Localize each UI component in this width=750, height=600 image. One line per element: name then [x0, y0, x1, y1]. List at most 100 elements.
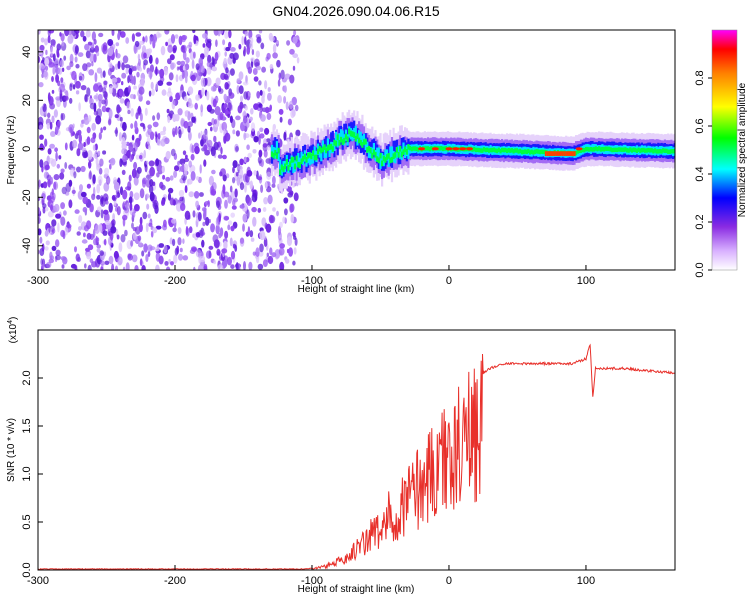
noise-blob: [124, 64, 131, 69]
x-tick-label: 100: [577, 275, 595, 287]
noise-blob: [222, 258, 228, 268]
noise-blob: [121, 81, 124, 86]
signal-cell: [287, 165, 290, 171]
noise-blob: [234, 188, 238, 198]
noise-blob: [53, 181, 57, 190]
noise-blob: [178, 66, 185, 71]
noise-blob: [210, 85, 217, 92]
noise-blob: [132, 232, 137, 241]
noise-blob: [172, 99, 177, 106]
noise-blob: [141, 250, 145, 257]
signal-cell: [645, 148, 648, 153]
noise-blob: [142, 179, 146, 188]
noise-blob: [227, 102, 232, 112]
noise-blob: [201, 239, 205, 248]
noise-blob: [269, 35, 275, 42]
noise-blob: [259, 230, 266, 241]
noise-blob: [76, 148, 81, 157]
signal-cell: [458, 147, 461, 152]
noise-blob: [148, 184, 154, 194]
noise-blob: [292, 260, 296, 266]
noise-blob: [262, 207, 267, 212]
noise-blob: [135, 154, 140, 160]
signal-cell: [430, 146, 433, 151]
noise-blob: [258, 30, 263, 34]
noise-blob: [38, 196, 41, 202]
noise-blob: [92, 84, 99, 92]
noise-blob: [161, 199, 166, 206]
noise-blob: [93, 153, 98, 159]
signal-cell: [497, 147, 500, 152]
noise-blob: [232, 177, 236, 184]
noise-blob: [132, 66, 137, 71]
noise-blob: [155, 158, 160, 167]
noise-blob: [206, 38, 212, 43]
noise-blob: [91, 193, 96, 201]
noise-blob: [288, 247, 293, 257]
noise-blob: [94, 72, 98, 83]
noise-blob: [39, 144, 45, 151]
signal-cell: [502, 148, 505, 153]
noise-blob: [215, 77, 221, 86]
noise-blob: [154, 204, 159, 214]
signal-cell: [279, 169, 282, 175]
signal-cell: [670, 149, 673, 154]
noise-blob: [124, 229, 128, 237]
noise-blob: [47, 35, 51, 44]
noise-blob: [187, 121, 193, 128]
noise-blob: [200, 65, 205, 74]
noise-blob: [236, 176, 240, 186]
noise-blob: [88, 69, 95, 76]
noise-blob: [86, 136, 91, 145]
signal-cell: [354, 125, 357, 138]
signal-cell: [581, 147, 584, 153]
noise-blob: [45, 207, 49, 212]
noise-blob: [147, 244, 153, 252]
signal-cell: [359, 139, 362, 146]
noise-blob: [255, 247, 260, 258]
signal-cell: [364, 138, 367, 145]
noise-blob: [258, 80, 262, 86]
noise-blob: [159, 181, 164, 189]
noise-blob: [267, 194, 273, 205]
noise-blob: [107, 39, 114, 46]
noise-blob: [232, 129, 236, 135]
noise-blob: [42, 203, 47, 209]
snr-line-clip: [38, 343, 675, 570]
noise-blob: [187, 111, 191, 121]
noise-blob: [272, 43, 277, 54]
noise-blob: [133, 45, 137, 55]
noise-blob: [184, 63, 190, 71]
noise-blob: [147, 213, 151, 219]
noise-blob: [163, 219, 167, 228]
noise-blob: [39, 236, 43, 244]
signal-cell: [621, 147, 624, 152]
signal-cell: [515, 148, 518, 153]
noise-blob: [75, 80, 81, 89]
noise-blob: [39, 159, 44, 168]
noise-blob: [216, 200, 220, 208]
noise-blob: [127, 181, 132, 191]
signal-cell: [331, 130, 334, 150]
noise-blob: [55, 213, 62, 219]
noise-blob: [292, 65, 296, 71]
noise-blob: [172, 238, 176, 247]
noise-blob: [276, 59, 281, 68]
noise-blob: [141, 265, 146, 270]
signal-cell: [376, 156, 379, 162]
spectrogram-frame: [37, 29, 676, 271]
signal-cell: [313, 146, 316, 158]
noise-blob: [42, 181, 48, 189]
noise-blob: [81, 147, 87, 153]
noise-blob: [80, 191, 87, 198]
noise-blob: [155, 251, 161, 262]
y-tick-label: -40: [21, 238, 33, 254]
noise-blob: [224, 230, 229, 239]
signal-cell: [270, 144, 274, 157]
signal-cell: [318, 145, 321, 152]
noise-blob: [100, 260, 106, 266]
signal-cell: [668, 149, 671, 154]
signal-cell: [389, 146, 392, 158]
signal-cell: [591, 147, 594, 152]
noise-blob: [213, 239, 220, 249]
